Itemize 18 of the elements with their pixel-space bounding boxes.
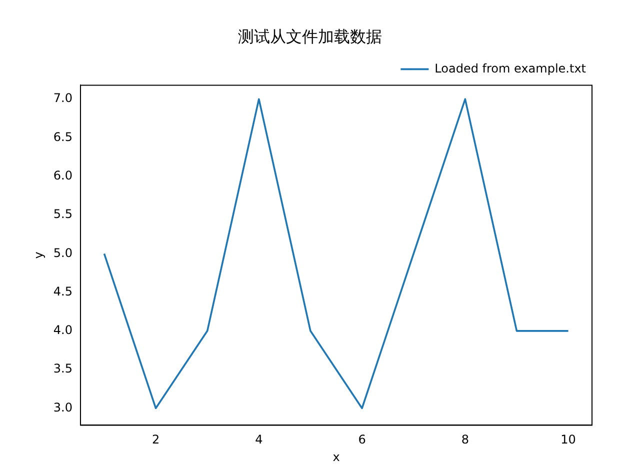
chart-title: 测试从文件加载数据 [238, 26, 382, 46]
x-tick-label: 2 [152, 432, 160, 447]
y-tick-label: 7.0 [53, 91, 72, 106]
x-tick-label: 8 [461, 432, 469, 447]
y-tick-label: 6.5 [53, 130, 72, 144]
y-tick-label: 3.0 [53, 400, 72, 414]
y-tick-label: 4.5 [53, 284, 72, 298]
x-tick-label: 10 [560, 432, 576, 447]
y-tick-label: 5.0 [53, 246, 72, 260]
y-axis-title: y [31, 252, 46, 259]
y-tick-label: 4.0 [53, 323, 72, 338]
x-tick-label: 6 [358, 432, 366, 447]
legend-label: Loaded from example.txt [434, 61, 586, 76]
x-axis-title: x [332, 450, 340, 464]
y-tick-label: 6.0 [53, 168, 72, 183]
y-tick-label: 3.5 [53, 362, 72, 376]
x-tick-label: 4 [255, 432, 263, 447]
y-tick-label: 5.5 [53, 207, 72, 222]
